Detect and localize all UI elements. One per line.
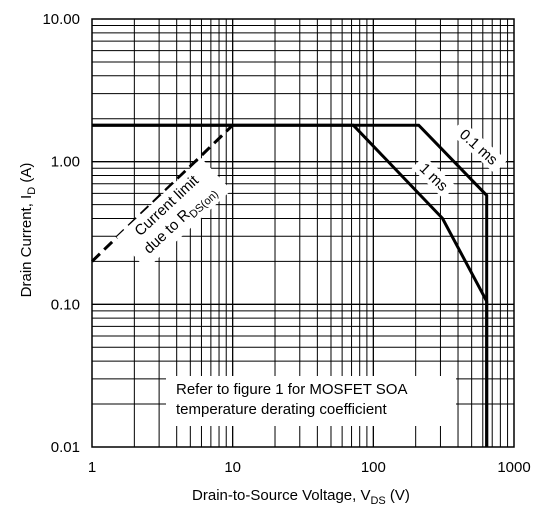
curves — [90, 123, 489, 447]
note-line-1: Refer to figure 1 for MOSFET SOA — [176, 381, 407, 398]
current-limit-annotation: Current limit due to RDS(on) — [116, 157, 232, 270]
soa-note: Refer to figure 1 for MOSFET SOA tempera… — [166, 376, 456, 426]
x-tick-label: 100 — [361, 459, 386, 476]
y-tick-labels: 10.00 1.00 0.10 0.01 — [42, 11, 80, 456]
y-tick-label: 0.01 — [51, 439, 80, 456]
x-tick-label: 10 — [224, 459, 241, 476]
svg-text:0.1 ms: 0.1 ms — [456, 126, 501, 169]
x-tick-labels: 1 10 100 1000 — [88, 459, 531, 476]
series-line-3 — [92, 123, 489, 447]
y-tick-label: 0.10 — [51, 296, 80, 313]
y-axis-label: Drain Current, ID (A) — [18, 163, 38, 298]
plot-frame — [91, 18, 515, 448]
x-tick-label: 1000 — [497, 459, 530, 476]
x-tick-label: 1 — [88, 459, 96, 476]
y-tick-label: 1.00 — [51, 154, 80, 171]
series-line-1 — [90, 124, 234, 263]
x-axis-label: Drain-to-Source Voltage, VDS (V) — [192, 487, 410, 507]
note-line-2: temperature derating coefficient — [176, 401, 388, 418]
y-tick-label: 10.00 — [42, 11, 80, 28]
plot-border — [91, 18, 515, 448]
